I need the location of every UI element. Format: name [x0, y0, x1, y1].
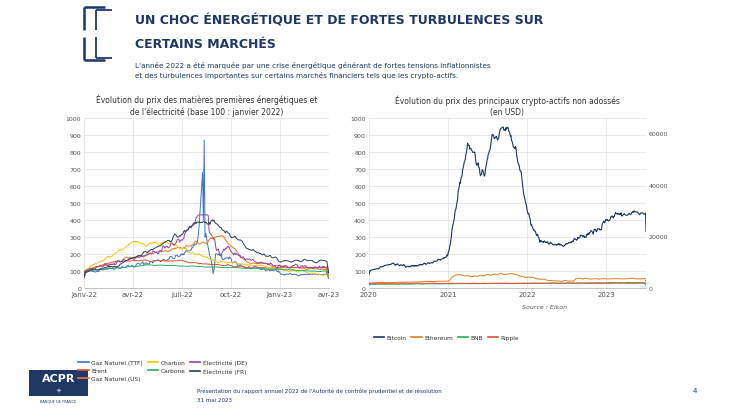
Text: Source : Eikon: Source : Eikon: [522, 305, 567, 310]
Legend: Gaz Naturel (TTF), Brent, Gaz Naturel (US), Charbon, Carbone, Électricité (DE), : Gaz Naturel (TTF), Brent, Gaz Naturel (U…: [76, 357, 249, 384]
Text: 4: 4: [693, 387, 697, 393]
Text: CERTAINS MARCHÉS: CERTAINS MARCHÉS: [135, 38, 276, 51]
Text: UN CHOC ÉNERGÉTIQUE ET DE FORTES TURBULENCES SUR: UN CHOC ÉNERGÉTIQUE ET DE FORTES TURBULE…: [135, 14, 543, 27]
Legend: Bitcoin, Ethereum, BNB, Ripple: Bitcoin, Ethereum, BNB, Ripple: [372, 333, 521, 343]
Text: 31 mai 2023: 31 mai 2023: [197, 397, 232, 402]
Text: L'année 2022 a été marquée par une crise énergétique générant de fortes tensions: L'année 2022 a été marquée par une crise…: [135, 62, 491, 79]
FancyBboxPatch shape: [29, 370, 88, 396]
Text: ACPR: ACPR: [42, 373, 75, 383]
Title: Évolution du prix des principaux crypto-actifs non adossés
(en USD): Évolution du prix des principaux crypto-…: [395, 95, 620, 117]
Text: ✦: ✦: [55, 387, 61, 393]
Text: BANQUE DE FRANCE: BANQUE DE FRANCE: [40, 398, 77, 402]
Text: Présentation du rapport annuel 2022 de l'Autorité de contrôle prudentiel et de r: Présentation du rapport annuel 2022 de l…: [197, 388, 442, 393]
Title: Évolution du prix des matières premières énergétiques et
de l'électricité (base : Évolution du prix des matières premières…: [96, 94, 317, 117]
